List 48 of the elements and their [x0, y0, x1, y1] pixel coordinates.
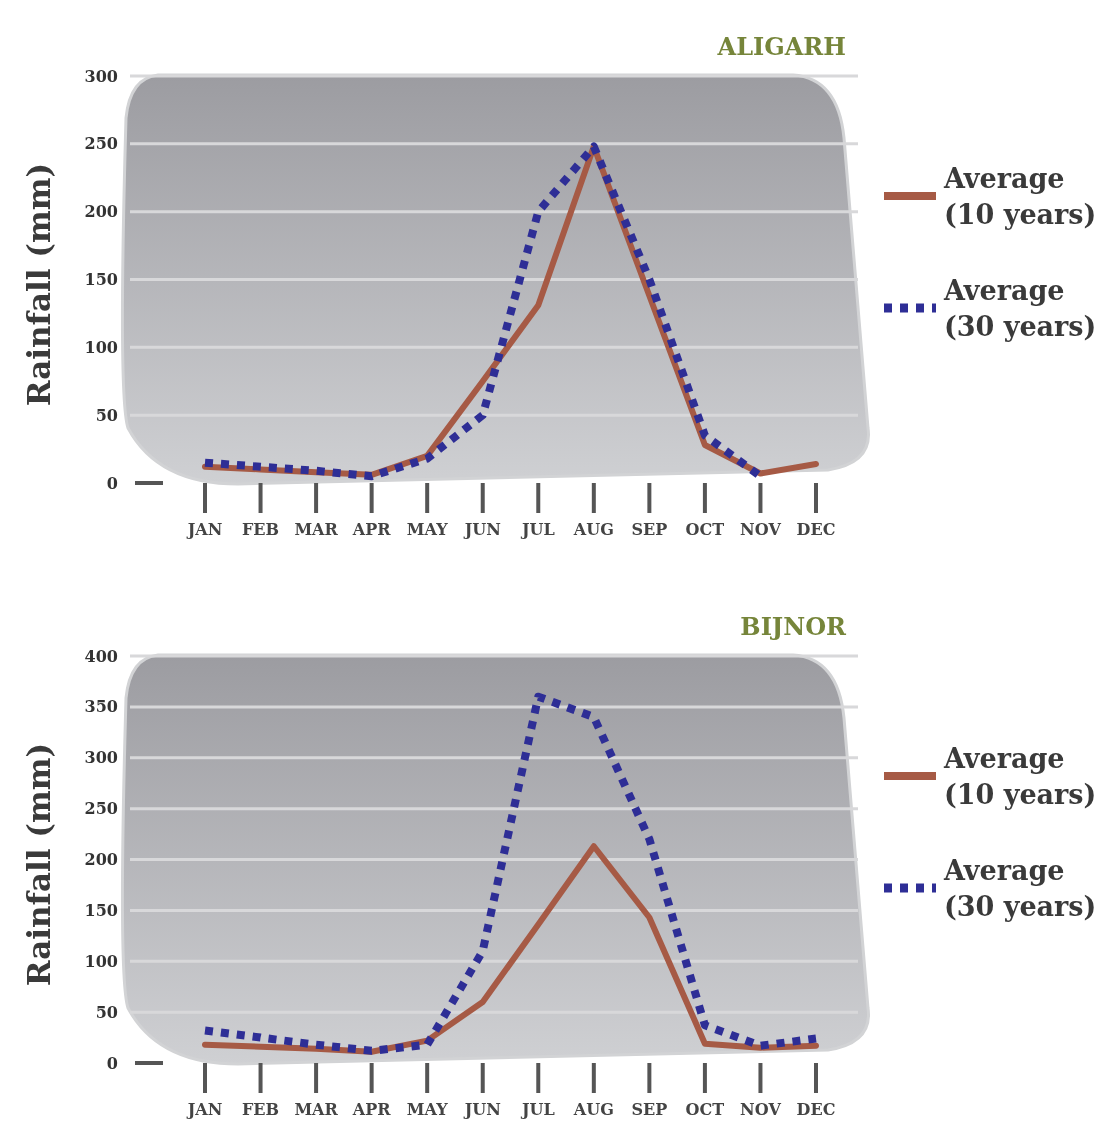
x-tick-label: AUG [572, 520, 614, 539]
x-tick-label: DEC [796, 1100, 836, 1119]
y-tick-label: 150 [84, 900, 118, 920]
x-tick-label: JAN [185, 1100, 223, 1119]
y-tick-label: 100 [84, 951, 118, 971]
legend-label: Average (30 years) [943, 275, 1097, 342]
y-tick-label: 350 [84, 697, 118, 717]
x-tick-label: FEB [242, 1100, 280, 1119]
chart-title: BIJNOR [740, 612, 848, 641]
x-tick-label: MAY [406, 1100, 449, 1119]
y-tick-label: 250 [84, 799, 118, 819]
y-tick-label: 0 [106, 473, 118, 493]
x-tick-label: JAN [185, 520, 223, 539]
x-tick-label: JUN [462, 1100, 501, 1119]
x-tick-label: APR [351, 1100, 392, 1119]
x-tick-label: MAR [294, 520, 339, 539]
x-tick-label: AUG [572, 1100, 614, 1119]
y-tick-label: 300 [84, 66, 118, 86]
legend-label: Average (10 years) [943, 743, 1097, 810]
x-tick-label: MAR [294, 1100, 339, 1119]
x-tick-label: MAY [406, 520, 449, 539]
y-tick-label: 200 [84, 850, 118, 870]
y-axis-title: Rainfall (mm) [21, 162, 57, 407]
y-tick-label: 300 [84, 748, 118, 768]
y-tick-label: 50 [95, 405, 118, 425]
x-tick-label: OCT [685, 520, 725, 539]
y-axis-title: Rainfall (mm) [21, 742, 57, 987]
y-tick-label: 150 [84, 270, 118, 290]
y-tick-label: 0 [106, 1053, 118, 1073]
legend-label: Average (30 years) [943, 855, 1097, 922]
y-tick-label: 400 [84, 646, 118, 666]
chart-title: ALIGARH [716, 32, 846, 61]
x-tick-label: DEC [796, 520, 836, 539]
x-tick-label: JUL [519, 1100, 555, 1119]
x-tick-label: NOV [740, 1100, 782, 1119]
x-tick-label: FEB [242, 520, 280, 539]
y-tick-label: 200 [84, 202, 118, 222]
y-tick-label: 250 [84, 134, 118, 154]
x-tick-label: NOV [740, 520, 782, 539]
y-tick-label: 50 [95, 1002, 118, 1022]
legend-label: Average (10 years) [943, 163, 1097, 230]
x-tick-label: OCT [685, 1100, 725, 1119]
x-tick-label: APR [351, 520, 392, 539]
x-tick-label: SEP [631, 520, 668, 539]
y-tick-label: 100 [84, 337, 118, 357]
x-tick-label: SEP [631, 1100, 668, 1119]
x-tick-label: JUN [462, 520, 501, 539]
x-tick-label: JUL [519, 520, 555, 539]
